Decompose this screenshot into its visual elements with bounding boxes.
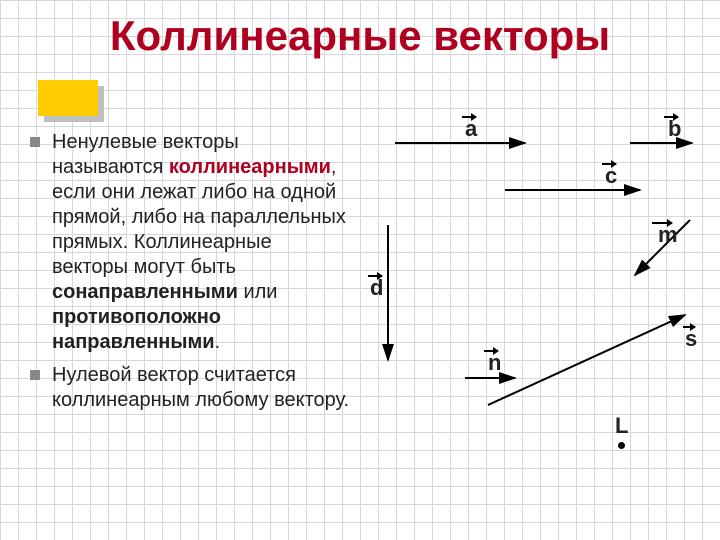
accent-block xyxy=(38,80,98,116)
slide-title: Коллинеарные векторы xyxy=(110,12,610,60)
over-arrow-b xyxy=(664,116,678,118)
over-arrow-c xyxy=(602,163,616,165)
title-wrap: Коллинеарные векторы xyxy=(0,12,720,60)
vector-s xyxy=(488,315,685,405)
bullet-text: Ненулевые векторы называются коллинеарны… xyxy=(52,130,350,355)
text-column: Ненулевые векторы называются коллинеарны… xyxy=(30,130,350,421)
over-arrow-s xyxy=(683,326,695,328)
bullet-icon xyxy=(30,137,40,147)
over-arrow-a xyxy=(462,116,476,118)
vector-diagram: abcmdns L xyxy=(370,110,700,510)
over-arrow-d xyxy=(368,275,382,277)
point-label: L xyxy=(615,413,628,439)
vectors-svg xyxy=(370,110,700,510)
over-arrow-n xyxy=(484,350,498,352)
over-arrow-m xyxy=(652,222,672,224)
point-dot xyxy=(618,442,625,449)
bullet-item: Нулевой вектор считается коллинеарным лю… xyxy=(30,363,350,413)
bullet-text: Нулевой вектор считается коллинеарным лю… xyxy=(52,363,350,413)
bullet-icon xyxy=(30,370,40,380)
bullet-item: Ненулевые векторы называются коллинеарны… xyxy=(30,130,350,355)
